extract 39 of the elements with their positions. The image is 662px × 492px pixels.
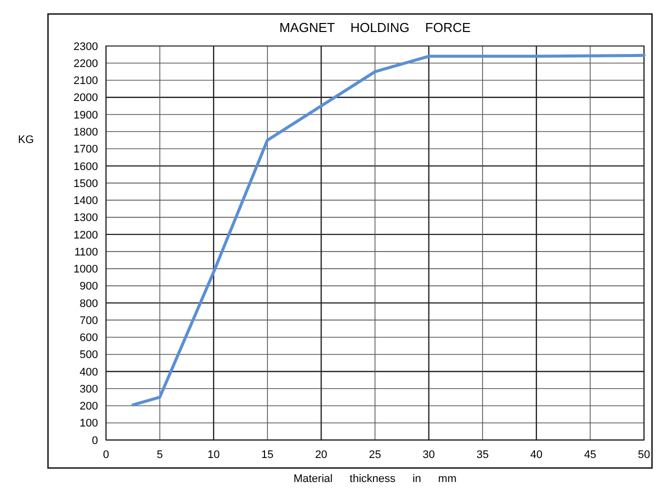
- y-tick-label: 1900: [74, 109, 98, 122]
- x-tick-label: 0: [102, 449, 110, 461]
- y-tick-label: 1800: [74, 126, 98, 138]
- y-tick-label: 1100: [74, 246, 98, 258]
- y-tick-label: 2300: [74, 40, 98, 53]
- y-tick-label: 1400: [74, 195, 98, 208]
- y-tick-label: 400: [80, 366, 98, 378]
- x-axis-title: Material thickness in mm: [293, 473, 457, 485]
- y-tick-label: 500: [80, 349, 98, 362]
- chart-title: MAGNET HOLDING FORCE: [279, 20, 471, 35]
- y-tick-label: 1300: [74, 212, 98, 224]
- y-tick-label: 2000: [74, 92, 98, 104]
- y-axis-title: KG: [18, 134, 34, 146]
- y-tick-label: 600: [80, 332, 98, 344]
- x-tick-label: 50: [638, 449, 650, 461]
- x-tick-label: 30: [422, 449, 435, 461]
- y-tick-label: 900: [80, 280, 98, 293]
- y-tick-label: 2100: [74, 75, 98, 88]
- y-tick-label: 300: [80, 383, 98, 396]
- y-tick-label: 0: [92, 434, 98, 447]
- y-tick-label: 1500: [74, 178, 98, 190]
- x-tick-label: 45: [584, 449, 596, 461]
- x-tick-label: 25: [368, 449, 382, 461]
- y-tick-label: 1200: [74, 229, 98, 242]
- y-tick-label: 200: [80, 400, 98, 413]
- y-tick-label: 1700: [74, 144, 98, 156]
- y-tick-label: 1600: [74, 160, 98, 173]
- x-tick-label: 15: [261, 449, 274, 461]
- y-tick-label: 100: [80, 418, 98, 430]
- x-tick-label: 20: [315, 449, 328, 461]
- y-tick-label: 700: [80, 314, 98, 327]
- y-tick-label: 800: [80, 298, 98, 310]
- x-tick-label: 35: [476, 449, 489, 461]
- y-tick-label: 1000: [74, 264, 98, 276]
- x-tick-label: 40: [530, 449, 543, 461]
- x-tick-label: 10: [207, 449, 220, 461]
- y-tick-label: 2200: [74, 58, 98, 70]
- x-tick-label: 5: [156, 449, 163, 461]
- line-series: [131, 54, 646, 406]
